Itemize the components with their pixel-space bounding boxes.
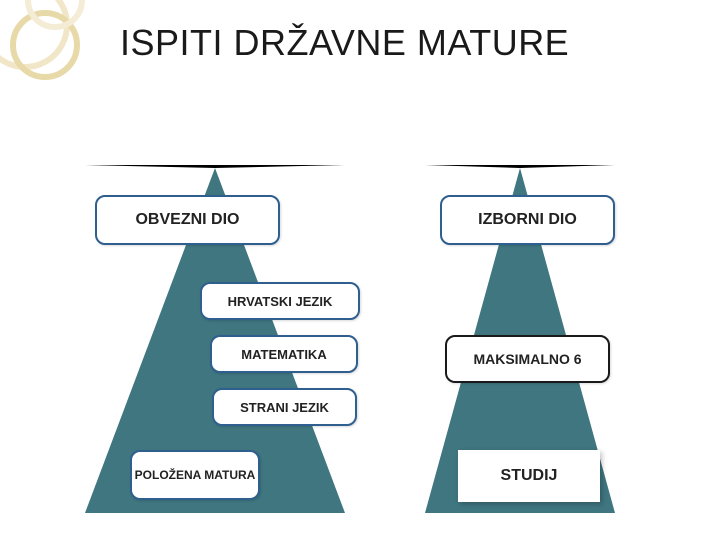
box-studij: STUDIJ xyxy=(458,450,600,502)
box-strani-jezik: STRANI JEZIK xyxy=(212,388,357,426)
label-matematika: MATEMATIKA xyxy=(241,347,326,362)
label-strani: STRANI JEZIK xyxy=(240,400,329,415)
page-title: ISPITI DRŽAVNE MATURE xyxy=(120,22,569,64)
box-matematika: MATEMATIKA xyxy=(210,335,358,373)
label-obvezni: OBVEZNI DIO xyxy=(135,211,239,229)
label-izborni: IZBORNI DIO xyxy=(478,211,577,229)
box-obvezni-dio: OBVEZNI DIO xyxy=(95,195,280,245)
box-polozena-matura: POLOŽENA MATURA xyxy=(130,450,260,500)
box-izborni-dio: IZBORNI DIO xyxy=(440,195,615,245)
box-maksimalno-6: MAKSIMALNO 6 xyxy=(445,335,610,383)
label-studij: STUDIJ xyxy=(501,467,558,485)
label-maksimalno: MAKSIMALNO 6 xyxy=(473,351,581,367)
label-polozena: POLOŽENA MATURA xyxy=(135,468,256,482)
box-hrvatski-jezik: HRVATSKI JEZIK xyxy=(200,282,360,320)
corner-decoration xyxy=(0,0,90,90)
label-hrvatski: HRVATSKI JEZIK xyxy=(228,294,333,309)
